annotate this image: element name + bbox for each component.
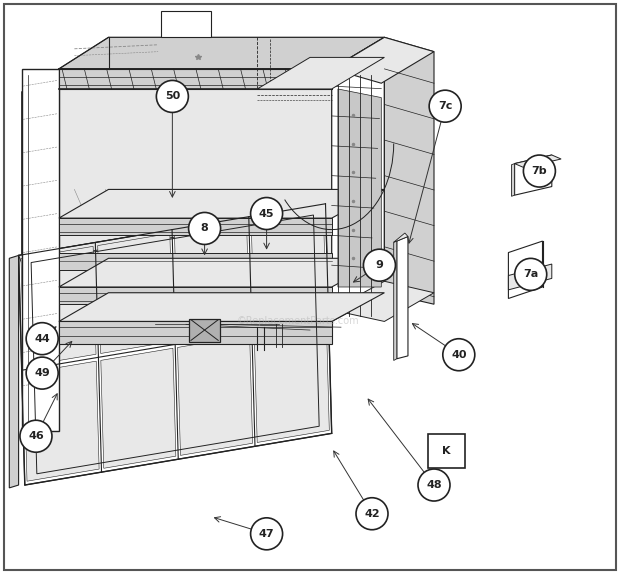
Text: 50: 50 xyxy=(165,91,180,102)
Polygon shape xyxy=(59,321,332,344)
Text: 7a: 7a xyxy=(523,269,538,280)
Text: ©ReplacementParts.com: ©ReplacementParts.com xyxy=(236,316,359,327)
Circle shape xyxy=(429,90,461,122)
Text: 7b: 7b xyxy=(531,166,547,176)
Circle shape xyxy=(26,357,58,389)
Circle shape xyxy=(363,249,396,281)
Polygon shape xyxy=(59,258,384,287)
Polygon shape xyxy=(59,69,332,321)
Circle shape xyxy=(443,339,475,371)
Polygon shape xyxy=(59,293,384,321)
Polygon shape xyxy=(515,155,561,168)
Polygon shape xyxy=(59,69,332,89)
Polygon shape xyxy=(101,348,176,468)
Polygon shape xyxy=(512,164,515,196)
Text: 44: 44 xyxy=(34,333,50,344)
Polygon shape xyxy=(19,204,329,263)
Polygon shape xyxy=(59,189,384,218)
Circle shape xyxy=(523,155,556,187)
Circle shape xyxy=(26,323,58,355)
Polygon shape xyxy=(161,11,211,37)
Polygon shape xyxy=(21,246,96,366)
Polygon shape xyxy=(338,89,381,287)
Circle shape xyxy=(250,518,283,550)
Text: 42: 42 xyxy=(364,509,380,519)
Polygon shape xyxy=(508,241,542,298)
Polygon shape xyxy=(332,37,434,83)
Polygon shape xyxy=(59,37,384,69)
Text: 49: 49 xyxy=(34,368,50,378)
Polygon shape xyxy=(394,241,397,360)
Circle shape xyxy=(188,212,221,245)
Polygon shape xyxy=(177,335,252,455)
Polygon shape xyxy=(189,319,220,342)
Text: K: K xyxy=(442,445,451,456)
Circle shape xyxy=(356,498,388,530)
Text: 48: 48 xyxy=(426,480,442,490)
Polygon shape xyxy=(384,37,434,304)
Polygon shape xyxy=(397,236,408,359)
Text: 40: 40 xyxy=(451,350,467,360)
Polygon shape xyxy=(22,69,59,344)
Polygon shape xyxy=(332,281,434,321)
Polygon shape xyxy=(98,234,173,354)
Polygon shape xyxy=(515,155,552,195)
Circle shape xyxy=(20,420,52,452)
Polygon shape xyxy=(257,57,384,89)
Circle shape xyxy=(250,197,283,230)
Polygon shape xyxy=(254,323,329,443)
Polygon shape xyxy=(394,233,408,242)
Circle shape xyxy=(515,258,547,290)
Polygon shape xyxy=(9,255,19,488)
Polygon shape xyxy=(24,361,99,481)
Polygon shape xyxy=(19,204,332,485)
Polygon shape xyxy=(332,37,384,321)
Polygon shape xyxy=(174,220,249,340)
Text: 9: 9 xyxy=(376,260,383,270)
Circle shape xyxy=(418,469,450,501)
Polygon shape xyxy=(59,287,332,304)
Polygon shape xyxy=(59,218,332,235)
Polygon shape xyxy=(251,208,326,328)
Text: 46: 46 xyxy=(28,431,44,441)
Text: 8: 8 xyxy=(201,223,208,234)
Polygon shape xyxy=(59,253,332,270)
Polygon shape xyxy=(22,69,59,430)
FancyBboxPatch shape xyxy=(428,433,465,468)
Text: 7c: 7c xyxy=(438,101,453,111)
Circle shape xyxy=(156,80,188,113)
Text: 45: 45 xyxy=(259,208,275,219)
Text: 47: 47 xyxy=(259,529,275,539)
Polygon shape xyxy=(508,264,552,290)
